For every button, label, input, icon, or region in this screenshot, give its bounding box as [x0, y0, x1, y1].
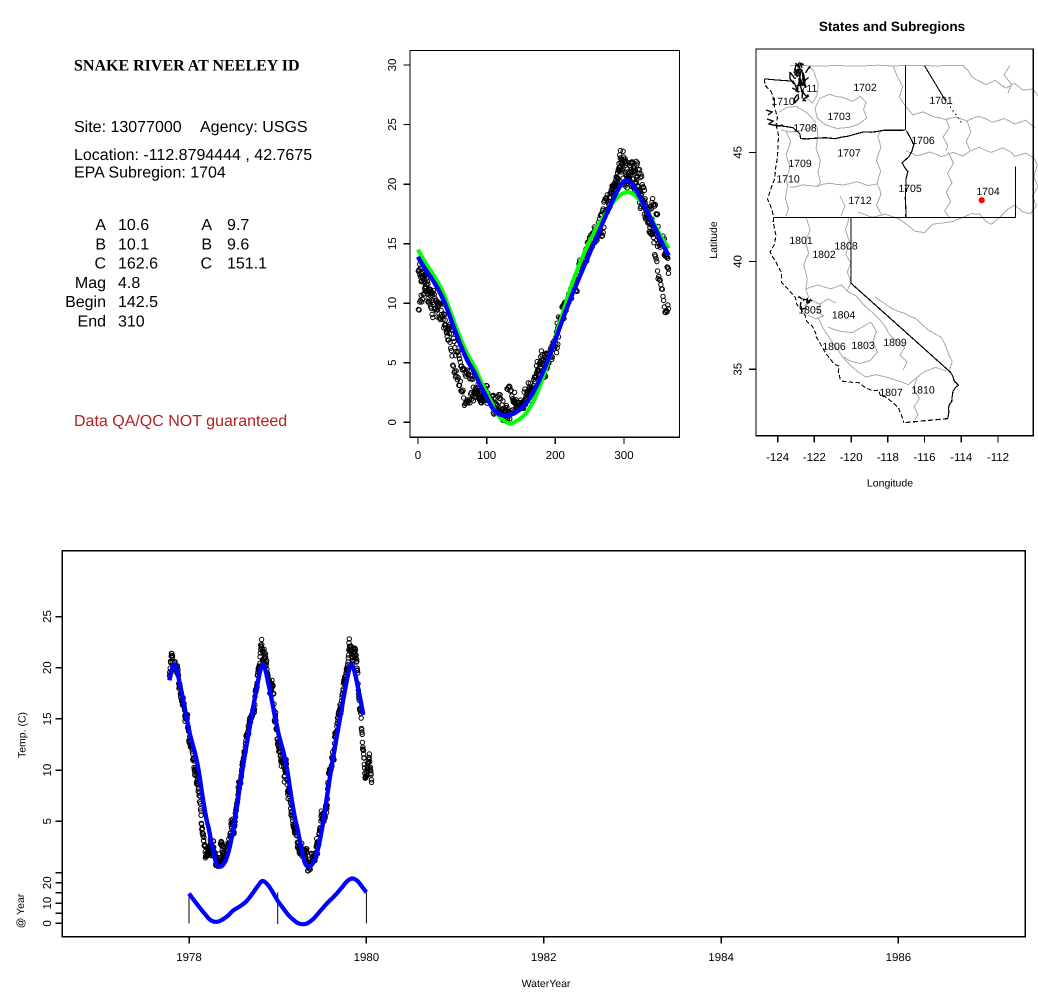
svg-text:B: B — [201, 236, 212, 253]
svg-text:1712: 1712 — [848, 195, 872, 207]
svg-text:0: 0 — [42, 920, 54, 926]
svg-text:151.1: 151.1 — [227, 256, 267, 273]
svg-text:1705: 1705 — [898, 183, 922, 195]
svg-text:Longitude: Longitude — [867, 478, 913, 490]
svg-text:1982: 1982 — [531, 952, 557, 964]
svg-text:310: 310 — [118, 314, 145, 331]
svg-text:-114: -114 — [950, 452, 973, 464]
svg-text:B: B — [95, 236, 106, 253]
svg-text:10.1: 10.1 — [118, 236, 149, 253]
svg-text:5: 5 — [42, 818, 54, 824]
svg-text:162.6: 162.6 — [118, 256, 158, 273]
svg-text:5: 5 — [387, 359, 399, 365]
svg-text:1978: 1978 — [176, 952, 202, 964]
svg-text:1710: 1710 — [776, 174, 800, 186]
svg-text:EPA Subregion: 1704: EPA Subregion: 1704 — [74, 165, 226, 182]
svg-text:-122: -122 — [803, 452, 826, 464]
svg-text:SNAKE RIVER AT NEELEY ID: SNAKE RIVER AT NEELEY ID — [74, 58, 300, 75]
svg-text:Agency: USGS: Agency: USGS — [200, 119, 308, 136]
svg-text:15: 15 — [387, 237, 399, 250]
svg-text:C: C — [200, 256, 212, 273]
svg-text:20: 20 — [387, 178, 399, 191]
svg-text:1707: 1707 — [837, 148, 861, 160]
svg-text:Latitude: Latitude — [708, 221, 720, 259]
svg-text:1807: 1807 — [879, 387, 903, 399]
svg-text:@ Year: @ Year — [15, 893, 27, 928]
svg-text:Mag: Mag — [75, 275, 106, 292]
svg-text:1709: 1709 — [788, 158, 812, 170]
svg-text:40: 40 — [733, 255, 745, 268]
svg-text:A: A — [201, 217, 212, 234]
svg-text:4.8: 4.8 — [118, 275, 140, 292]
svg-text:Begin: Begin — [65, 294, 106, 311]
svg-text:1804: 1804 — [832, 310, 856, 322]
svg-text:20: 20 — [42, 661, 54, 674]
svg-text:1986: 1986 — [886, 952, 912, 964]
svg-text:1801: 1801 — [789, 235, 813, 247]
svg-text:1703: 1703 — [827, 111, 851, 123]
svg-text:-116: -116 — [913, 452, 935, 464]
svg-text:1805: 1805 — [798, 305, 822, 317]
svg-text:WaterYear: WaterYear — [522, 978, 571, 990]
svg-text:1984: 1984 — [708, 952, 734, 964]
svg-text:1810: 1810 — [911, 385, 935, 397]
svg-text:1702: 1702 — [853, 82, 877, 94]
svg-text:10: 10 — [42, 764, 54, 777]
svg-text:1706: 1706 — [911, 135, 935, 147]
svg-text:100: 100 — [477, 450, 496, 462]
svg-text:45: 45 — [733, 146, 745, 159]
svg-text:0: 0 — [387, 419, 399, 425]
svg-text:1980: 1980 — [354, 952, 380, 964]
svg-text:300: 300 — [614, 450, 633, 462]
svg-text:End: End — [78, 314, 106, 331]
svg-text:-112: -112 — [987, 452, 1009, 464]
svg-text:1803: 1803 — [851, 340, 875, 352]
svg-text:0: 0 — [415, 450, 421, 462]
svg-text:1701: 1701 — [929, 95, 953, 107]
svg-text:35: 35 — [733, 363, 745, 376]
svg-text:1808: 1808 — [834, 241, 858, 253]
svg-text:Temp. (C): Temp. (C) — [17, 712, 29, 758]
svg-text:-118: -118 — [877, 452, 899, 464]
svg-text:1711: 1711 — [795, 83, 818, 95]
svg-text:1802: 1802 — [812, 249, 836, 261]
svg-text:1710: 1710 — [771, 96, 795, 108]
svg-text:9.7: 9.7 — [227, 217, 249, 234]
svg-text:Site: 13077000: Site: 13077000 — [74, 119, 182, 136]
svg-text:30: 30 — [387, 59, 399, 72]
svg-text:C: C — [94, 256, 106, 273]
svg-text:Location: -112.8794444 , 42.76: Location: -112.8794444 , 42.7675 — [74, 147, 312, 164]
svg-text:15: 15 — [42, 713, 54, 726]
svg-text:25: 25 — [387, 118, 399, 131]
svg-text:Data QA/QC NOT guaranteed: Data QA/QC NOT guaranteed — [74, 413, 287, 430]
svg-text:200: 200 — [546, 450, 565, 462]
svg-text:1704: 1704 — [976, 186, 1000, 198]
svg-text:10: 10 — [387, 297, 399, 310]
svg-text:A: A — [95, 217, 106, 234]
svg-text:-120: -120 — [840, 452, 863, 464]
svg-text:142.5: 142.5 — [118, 294, 158, 311]
svg-text:1809: 1809 — [883, 337, 907, 349]
svg-text:10.6: 10.6 — [118, 217, 149, 234]
svg-text:-124: -124 — [766, 452, 790, 464]
svg-text:States and Subregions: States and Subregions — [819, 19, 965, 34]
svg-text:25: 25 — [42, 610, 54, 623]
svg-text:9.6: 9.6 — [227, 236, 249, 253]
svg-text:1708: 1708 — [793, 123, 817, 135]
svg-text:20: 20 — [42, 876, 54, 889]
svg-text:10: 10 — [42, 897, 54, 910]
svg-text:1806: 1806 — [822, 341, 846, 353]
